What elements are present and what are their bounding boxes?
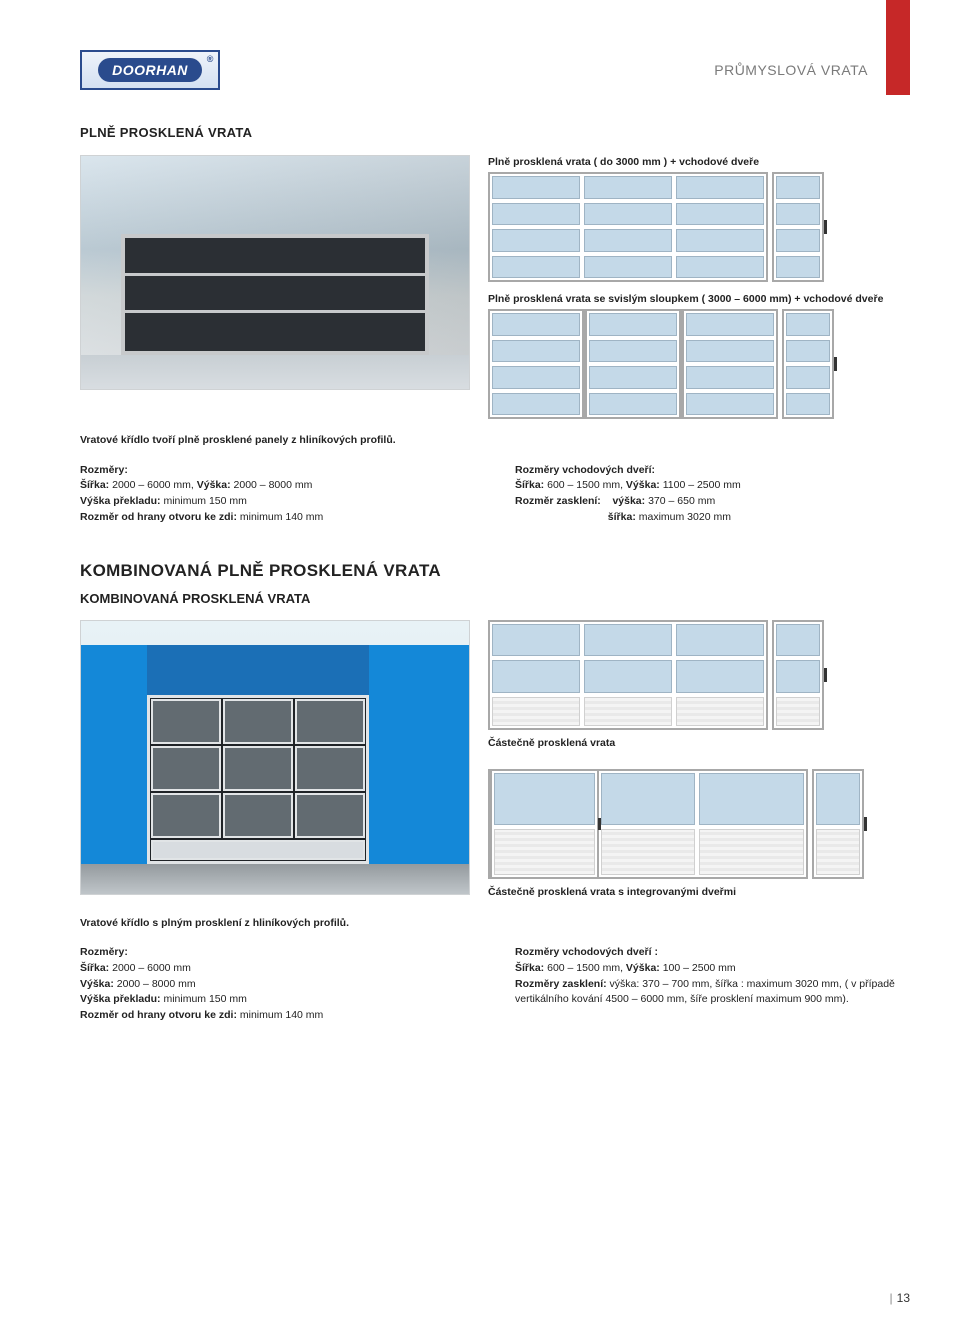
section2-photo-col xyxy=(80,620,470,895)
section2-title: KOMBINOVANÁ PLNĚ PROSKLENÁ VRATA xyxy=(80,561,910,581)
page-category: PRŮMYSLOVÁ VRATA xyxy=(714,62,868,78)
section2-row: Částečně prosklená vrata xyxy=(80,620,910,902)
diagram3-wrap: Částečně prosklená vrata xyxy=(488,620,864,753)
spec-value: 2000 – 8000 mm xyxy=(234,479,313,491)
spec-label: šířka: xyxy=(608,511,636,523)
spec-label: Výška: xyxy=(80,978,114,990)
section1-diagrams: Plně prosklená vrata ( do 3000 mm ) + vc… xyxy=(488,155,883,419)
page-number-value: 13 xyxy=(897,1291,910,1305)
door-handle-icon xyxy=(864,817,867,831)
page-number: 13 xyxy=(890,1291,910,1305)
diagram3-main-gate xyxy=(488,620,768,730)
section2-specs: Rozměry: Šířka: 2000 – 6000 mm Výška: 20… xyxy=(80,939,910,1024)
diagram1 xyxy=(488,172,824,282)
diagram1-caption: Plně prosklená vrata ( do 3000 mm ) + vc… xyxy=(488,155,883,169)
spec-value: 600 – 1500 mm, xyxy=(547,479,623,491)
diagram2 xyxy=(488,309,834,419)
wicket-door xyxy=(490,771,599,877)
spec-value: 2000 – 6000 mm, xyxy=(112,479,194,491)
section2-subtitle: KOMBINOVANÁ PROSKLENÁ VRATA xyxy=(80,591,910,606)
section2-specs-left: Rozměry: Šířka: 2000 – 6000 mm Výška: 20… xyxy=(80,945,475,1024)
diagram1-side-door xyxy=(772,172,824,282)
spec-value: 370 – 650 mm xyxy=(648,495,715,507)
diagram2-main-gate xyxy=(488,309,778,419)
spec-label: Šířka: xyxy=(515,479,544,491)
door-handle-icon xyxy=(824,220,827,234)
section2-photo xyxy=(80,620,470,895)
spec-heading: Rozměry vchodových dveří: xyxy=(515,464,655,476)
spec-value: maximum 3020 mm xyxy=(639,511,731,523)
section1-photo-col xyxy=(80,155,470,390)
spec-label: Rozměr od hrany otvoru ke zdi: xyxy=(80,511,237,523)
spec-label: Výška: xyxy=(626,479,660,491)
spec-heading: Rozměry vchodových dveří : xyxy=(515,946,658,958)
spec-label: Šířka: xyxy=(515,962,544,974)
page: DOORHAN PRŮMYSLOVÁ VRATA PLNĚ PROSKLENÁ … xyxy=(0,0,960,1325)
section2-diagrams: Částečně prosklená vrata xyxy=(488,620,864,902)
accent-bar xyxy=(886,0,910,95)
section1-specs-right: Rozměry vchodových dveří: Šířka: 600 – 1… xyxy=(515,463,910,526)
spec-value: minimum 140 mm xyxy=(240,1009,323,1021)
spec-value: 100 – 2500 mm xyxy=(663,962,736,974)
section1-specs-left: Rozměry: Šířka: 2000 – 6000 mm, Výška: 2… xyxy=(80,463,475,526)
spec-label: Výška překladu: xyxy=(80,495,161,507)
spec-value: 1100 – 2500 mm xyxy=(663,479,741,491)
spec-label: výška: xyxy=(612,495,645,507)
diagram4 xyxy=(488,769,864,879)
spec-label: Výška překladu: xyxy=(80,993,161,1005)
spec-value: minimum 150 mm xyxy=(163,993,246,1005)
spec-label: Rozměr od hrany otvoru ke zdi: xyxy=(80,1009,237,1021)
section2-desc: Vratové křídlo s plným prosklení z hliní… xyxy=(80,916,910,931)
brand-logo: DOORHAN xyxy=(80,50,220,90)
brand-logo-text: DOORHAN xyxy=(98,58,202,82)
section1-photo xyxy=(80,155,470,390)
spec-heading: Rozměry: xyxy=(80,464,128,476)
spec-value: minimum 140 mm xyxy=(240,511,323,523)
section1-specs: Rozměry: Šířka: 2000 – 6000 mm, Výška: 2… xyxy=(80,457,910,526)
spec-value: 600 – 1500 mm, xyxy=(547,962,623,974)
diagram2-wrap: Plně prosklená vrata se svislým sloupkem… xyxy=(488,292,883,419)
diagram3 xyxy=(488,620,824,730)
spec-label: Šířka: xyxy=(80,479,109,491)
diagram1-wrap: Plně prosklená vrata ( do 3000 mm ) + vc… xyxy=(488,155,883,282)
diagram3-caption: Částečně prosklená vrata xyxy=(488,736,864,750)
diagram4-side-door xyxy=(812,769,864,879)
spec-value: 2000 – 6000 mm xyxy=(112,962,191,974)
section1-row: Plně prosklená vrata ( do 3000 mm ) + vc… xyxy=(80,155,910,419)
diagram4-caption: Částečně prosklená vrata s integrovanými… xyxy=(488,885,864,899)
door-handle-icon xyxy=(834,357,837,371)
spec-label: Rozměr zasklení: xyxy=(515,495,601,507)
door-handle-icon xyxy=(824,668,827,682)
diagram4-wrap: Částečně prosklená vrata s integrovanými… xyxy=(488,769,864,902)
spec-value: 2000 – 8000 mm xyxy=(117,978,196,990)
diagram3-side-door xyxy=(772,620,824,730)
diagram2-side-door xyxy=(782,309,834,419)
spec-label: Rozměry zasklení: xyxy=(515,978,607,990)
door-handle-icon xyxy=(598,818,601,830)
section1-title: PLNĚ PROSKLENÁ VRATA xyxy=(80,125,910,140)
spec-label: Výška: xyxy=(197,479,231,491)
section2-specs-right: Rozměry vchodových dveří : Šířka: 600 – … xyxy=(515,945,910,1024)
diagram1-main-gate xyxy=(488,172,768,282)
spec-heading: Rozměry: xyxy=(80,946,128,958)
diagram2-caption: Plně prosklená vrata se svislým sloupkem… xyxy=(488,292,883,306)
spec-label: Výška: xyxy=(626,962,660,974)
spec-label: Šířka: xyxy=(80,962,109,974)
diagram4-main-gate xyxy=(488,769,808,879)
section1-desc: Vratové křídlo tvoří plně prosklené pane… xyxy=(80,433,910,448)
spec-value: minimum 150 mm xyxy=(163,495,246,507)
